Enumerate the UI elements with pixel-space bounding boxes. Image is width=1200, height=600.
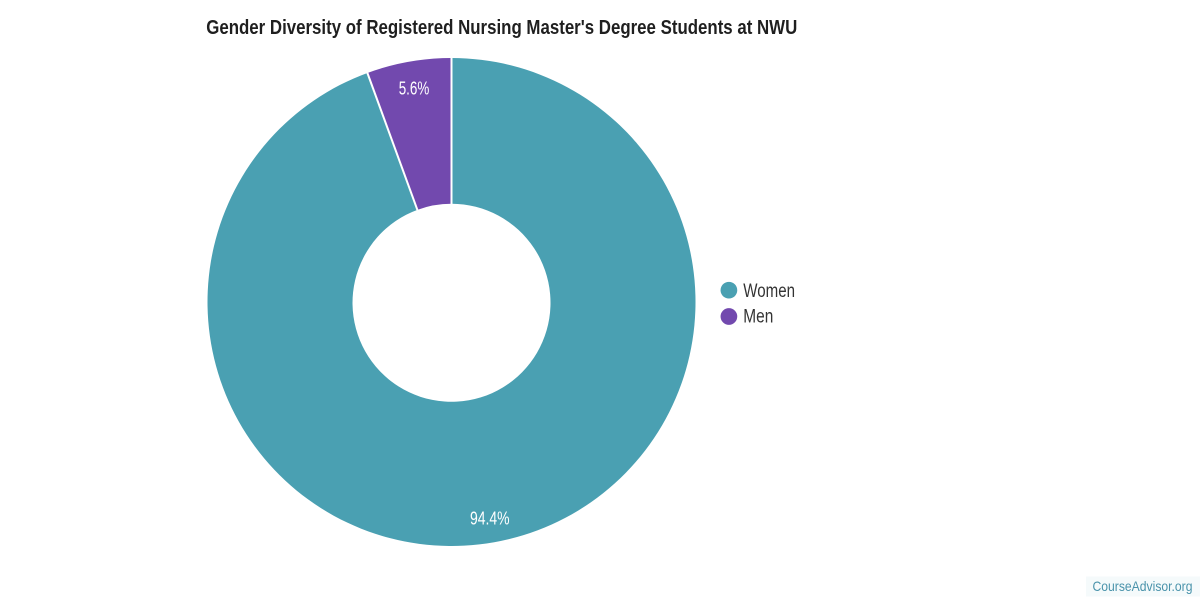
svg-text:Men: Men (743, 306, 773, 327)
svg-text:Gender Diversity of Registered: Gender Diversity of Registered Nursing M… (206, 17, 797, 39)
svg-text:CourseAdvisor.org: CourseAdvisor.org (1093, 579, 1193, 594)
svg-text:94.4%: 94.4% (470, 507, 510, 528)
svg-text:Women: Women (743, 281, 795, 302)
svg-text:5.6%: 5.6% (399, 77, 430, 98)
